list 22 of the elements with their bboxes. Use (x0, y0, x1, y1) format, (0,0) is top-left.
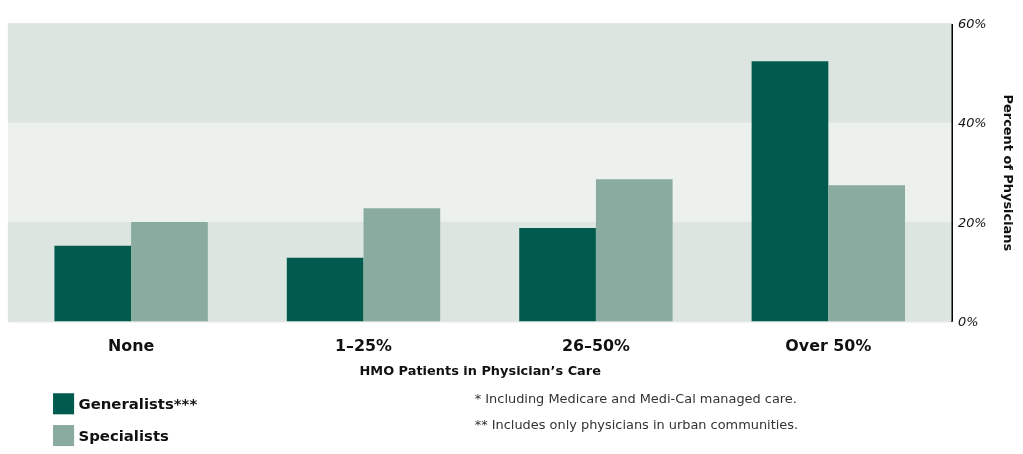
y-tick-label: 60% (957, 15, 987, 31)
x-axis-title: HMO Patients in Physician’s Care (359, 363, 602, 379)
bar (751, 61, 829, 322)
bar (286, 257, 364, 322)
x-tick-label: 1–25% (335, 335, 393, 355)
y-tick-label: 0% (957, 313, 979, 329)
text: ** Includes only physicians in urban communities. (474, 416, 799, 432)
bar (54, 245, 132, 322)
y-tick-label: 20% (957, 214, 987, 230)
bar (363, 208, 441, 322)
y-tick-label: 40% (957, 115, 987, 131)
bar (519, 227, 596, 322)
bar (828, 185, 906, 322)
y-axis-title: Percent of Physicians (1000, 94, 1016, 252)
text: * Including Medicare and Medi-Cal managed care. (474, 390, 797, 406)
legend-label: Specialists (78, 426, 170, 445)
bar (595, 179, 673, 322)
x-tick-label: None (107, 335, 155, 355)
x-tick-label: 26–50% (561, 335, 631, 355)
x-tick-label: Over 50% (785, 335, 872, 355)
legend-label: Generalists*** (78, 394, 198, 413)
bar (131, 222, 208, 322)
